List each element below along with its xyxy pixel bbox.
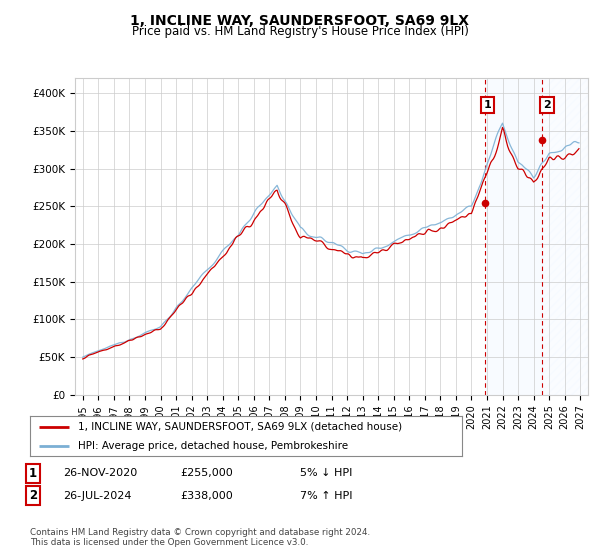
Text: 7% ↑ HPI: 7% ↑ HPI	[300, 491, 353, 501]
Text: 26-JUL-2024: 26-JUL-2024	[63, 491, 131, 501]
Text: HPI: Average price, detached house, Pembrokeshire: HPI: Average price, detached house, Pemb…	[77, 441, 347, 450]
Bar	[542, 78, 600, 395]
Text: £338,000: £338,000	[180, 491, 233, 501]
Text: 2: 2	[29, 489, 37, 502]
Text: 5% ↓ HPI: 5% ↓ HPI	[300, 468, 352, 478]
Text: £255,000: £255,000	[180, 468, 233, 478]
Text: Price paid vs. HM Land Registry's House Price Index (HPI): Price paid vs. HM Land Registry's House …	[131, 25, 469, 38]
Text: Contains HM Land Registry data © Crown copyright and database right 2024.
This d: Contains HM Land Registry data © Crown c…	[30, 528, 370, 547]
Text: 1, INCLINE WAY, SAUNDERSFOOT, SA69 9LX: 1, INCLINE WAY, SAUNDERSFOOT, SA69 9LX	[131, 14, 470, 28]
Text: 1: 1	[484, 100, 491, 110]
Text: 1: 1	[29, 466, 37, 480]
Text: 2: 2	[543, 100, 551, 110]
Text: 1, INCLINE WAY, SAUNDERSFOOT, SA69 9LX (detached house): 1, INCLINE WAY, SAUNDERSFOOT, SA69 9LX (…	[77, 422, 401, 432]
Text: 26-NOV-2020: 26-NOV-2020	[63, 468, 137, 478]
Bar	[485, 78, 542, 395]
